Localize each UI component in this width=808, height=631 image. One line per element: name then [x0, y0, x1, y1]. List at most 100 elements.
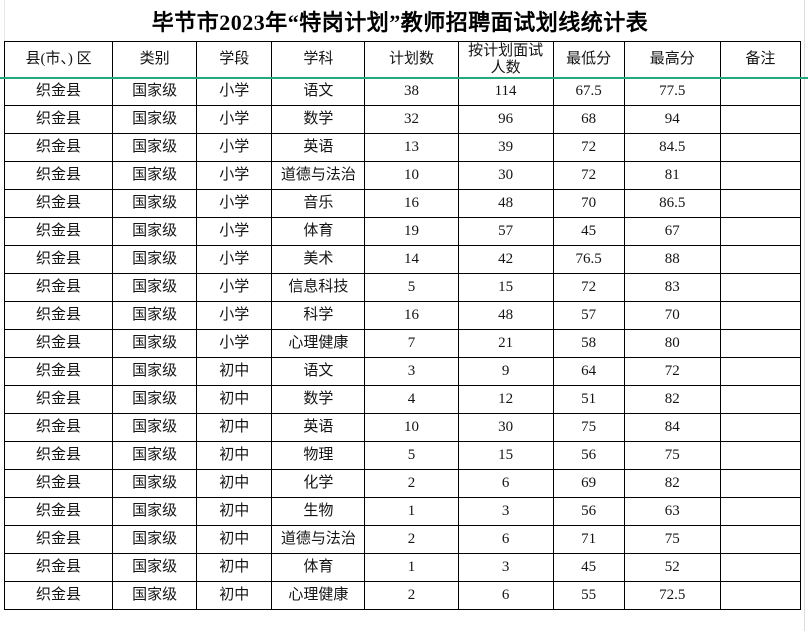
cell-max-score[interactable]: 83: [623, 273, 721, 302]
cell-plan-count[interactable]: 16: [364, 301, 459, 330]
cell-category[interactable]: 国家级: [112, 161, 198, 190]
cell-subject[interactable]: 体育: [271, 553, 366, 582]
cell-plan-count[interactable]: 7: [364, 329, 459, 358]
cell-max-score[interactable]: 82: [623, 385, 721, 414]
header-interview-count[interactable]: 按计划面试 人数: [457, 41, 554, 78]
cell-interview-count[interactable]: 30: [457, 161, 554, 190]
cell-remark[interactable]: [719, 581, 802, 610]
header-plan-count[interactable]: 计划数: [364, 41, 459, 78]
cell-plan-count[interactable]: 1: [364, 497, 459, 526]
cell-interview-count[interactable]: 42: [457, 245, 554, 274]
cell-remark[interactable]: [719, 385, 802, 414]
cell-category[interactable]: 国家级: [112, 273, 198, 302]
cell-stage[interactable]: 初中: [196, 385, 273, 414]
cell-subject[interactable]: 数学: [271, 385, 366, 414]
cell-min-score[interactable]: 70: [552, 189, 625, 218]
cell-plan-count[interactable]: 38: [364, 77, 459, 106]
cell-subject[interactable]: 心理健康: [271, 581, 366, 610]
cell-remark[interactable]: [719, 357, 802, 386]
cell-stage[interactable]: 小学: [196, 105, 273, 134]
header-max-score[interactable]: 最高分: [623, 41, 721, 78]
cell-category[interactable]: 国家级: [112, 189, 198, 218]
cell-county[interactable]: 织金县: [3, 357, 114, 386]
cell-max-score[interactable]: 80: [623, 329, 721, 358]
cell-interview-count[interactable]: 6: [457, 581, 554, 610]
cell-subject[interactable]: 英语: [271, 413, 366, 442]
cell-subject[interactable]: 信息科技: [271, 273, 366, 302]
cell-stage[interactable]: 初中: [196, 553, 273, 582]
cell-plan-count[interactable]: 19: [364, 217, 459, 246]
cell-remark[interactable]: [719, 161, 802, 190]
cell-subject[interactable]: 物理: [271, 441, 366, 470]
cell-category[interactable]: 国家级: [112, 441, 198, 470]
cell-category[interactable]: 国家级: [112, 385, 198, 414]
cell-remark[interactable]: [719, 77, 802, 106]
cell-interview-count[interactable]: 12: [457, 385, 554, 414]
cell-county[interactable]: 织金县: [3, 469, 114, 498]
cell-min-score[interactable]: 72: [552, 161, 625, 190]
cell-interview-count[interactable]: 48: [457, 189, 554, 218]
cell-subject[interactable]: 音乐: [271, 189, 366, 218]
cell-interview-count[interactable]: 3: [457, 497, 554, 526]
cell-subject[interactable]: 语文: [271, 357, 366, 386]
cell-interview-count[interactable]: 39: [457, 133, 554, 162]
header-county[interactable]: 县(市、) 区: [3, 41, 114, 78]
cell-stage[interactable]: 初中: [196, 413, 273, 442]
cell-min-score[interactable]: 57: [552, 301, 625, 330]
cell-max-score[interactable]: 72.5: [623, 581, 721, 610]
cell-plan-count[interactable]: 3: [364, 357, 459, 386]
cell-remark[interactable]: [719, 525, 802, 554]
cell-interview-count[interactable]: 15: [457, 441, 554, 470]
cell-interview-count[interactable]: 30: [457, 413, 554, 442]
cell-interview-count[interactable]: 96: [457, 105, 554, 134]
cell-min-score[interactable]: 69: [552, 469, 625, 498]
cell-county[interactable]: 织金县: [3, 245, 114, 274]
header-min-score[interactable]: 最低分: [552, 41, 625, 78]
cell-plan-count[interactable]: 2: [364, 469, 459, 498]
cell-stage[interactable]: 初中: [196, 497, 273, 526]
cell-max-score[interactable]: 84.5: [623, 133, 721, 162]
cell-min-score[interactable]: 71: [552, 525, 625, 554]
cell-category[interactable]: 国家级: [112, 525, 198, 554]
cell-plan-count[interactable]: 4: [364, 385, 459, 414]
cell-min-score[interactable]: 45: [552, 553, 625, 582]
header-stage[interactable]: 学段: [196, 41, 273, 78]
cell-stage[interactable]: 初中: [196, 469, 273, 498]
cell-stage[interactable]: 初中: [196, 357, 273, 386]
cell-max-score[interactable]: 70: [623, 301, 721, 330]
cell-category[interactable]: 国家级: [112, 217, 198, 246]
cell-remark[interactable]: [719, 413, 802, 442]
cell-remark[interactable]: [719, 105, 802, 134]
cell-max-score[interactable]: 75: [623, 525, 721, 554]
cell-category[interactable]: 国家级: [112, 329, 198, 358]
cell-category[interactable]: 国家级: [112, 553, 198, 582]
cell-subject[interactable]: 道德与法治: [271, 525, 366, 554]
cell-plan-count[interactable]: 14: [364, 245, 459, 274]
cell-min-score[interactable]: 72: [552, 133, 625, 162]
cell-remark[interactable]: [719, 245, 802, 274]
cell-max-score[interactable]: 52: [623, 553, 721, 582]
cell-category[interactable]: 国家级: [112, 469, 198, 498]
cell-county[interactable]: 织金县: [3, 329, 114, 358]
cell-interview-count[interactable]: 21: [457, 329, 554, 358]
cell-category[interactable]: 国家级: [112, 497, 198, 526]
cell-category[interactable]: 国家级: [112, 105, 198, 134]
cell-stage[interactable]: 初中: [196, 441, 273, 470]
cell-min-score[interactable]: 76.5: [552, 245, 625, 274]
cell-interview-count[interactable]: 114: [457, 77, 554, 106]
cell-subject[interactable]: 道德与法治: [271, 161, 366, 190]
cell-stage[interactable]: 初中: [196, 581, 273, 610]
cell-subject[interactable]: 心理健康: [271, 329, 366, 358]
cell-plan-count[interactable]: 10: [364, 413, 459, 442]
cell-remark[interactable]: [719, 301, 802, 330]
cell-county[interactable]: 织金县: [3, 497, 114, 526]
cell-category[interactable]: 国家级: [112, 133, 198, 162]
cell-interview-count[interactable]: 48: [457, 301, 554, 330]
cell-stage[interactable]: 小学: [196, 329, 273, 358]
cell-subject[interactable]: 生物: [271, 497, 366, 526]
cell-subject[interactable]: 美术: [271, 245, 366, 274]
cell-county[interactable]: 织金县: [3, 385, 114, 414]
cell-plan-count[interactable]: 16: [364, 189, 459, 218]
cell-plan-count[interactable]: 1: [364, 553, 459, 582]
cell-county[interactable]: 织金县: [3, 133, 114, 162]
